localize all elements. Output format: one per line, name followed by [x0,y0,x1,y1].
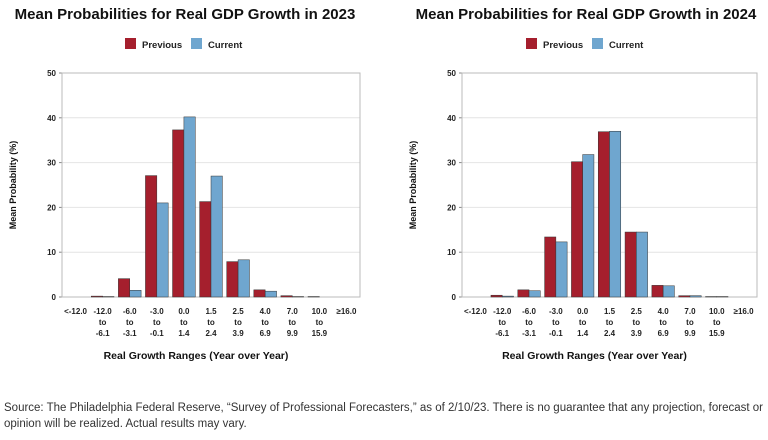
x-tick-label: 1.5 to 2.4 [205,307,217,338]
y-tick-label: 20 [47,203,56,212]
x-tick-label: 10.0 to 15.9 [709,307,725,338]
x-tick-label: ≥16.0 [336,307,357,316]
bar [210,175,223,298]
chart-title: Mean Probabilities for Real GDP Growth i… [416,6,757,23]
bar [129,290,142,298]
x-tick-label: 0.0 to 1.4 [577,307,589,338]
x-tick-label: -3.0 to -0.1 [549,307,563,338]
x-axis-label: Real Growth Ranges (Year over Year) [104,350,289,362]
bar [597,131,610,298]
bar [91,295,103,298]
bar [662,285,675,298]
x-tick-label: ≥16.0 [734,307,755,316]
chart-title: Mean Probabilities for Real GDP Growth i… [15,6,356,23]
y-axis-label: Mean Probability (%) [408,141,418,230]
x-tick-label: -6.0 to -3.1 [123,307,137,338]
bar [571,161,583,298]
bar [544,236,557,298]
source-note: Source: The Philadelphia Federal Reserve… [4,402,763,430]
bar [237,259,250,298]
bar [528,290,541,298]
legend-swatch [125,38,136,49]
x-tick-label: 10.0 to 15.9 [312,307,328,338]
x-tick-label: 2.5 to 3.9 [233,307,245,338]
y-tick-label: 40 [447,114,456,123]
bar [118,278,130,298]
bar [183,116,196,298]
legend-label: Previous [543,40,583,51]
bar [636,231,648,298]
x-tick-label: 0.0 to 1.4 [178,307,190,338]
charts: Mean Probabilities for Real GDP Growth i… [8,6,758,362]
x-tick-label: 1.5 to 2.4 [604,307,616,338]
legend-swatch [191,38,202,49]
y-tick-label: 10 [47,248,56,257]
bar [199,201,212,298]
y-tick-label: 10 [447,248,456,257]
x-tick-label: -6.0 to -3.1 [522,307,536,338]
x-tick-label: 7.0 to 9.9 [684,307,696,338]
legend-label: Current [609,40,644,51]
y-tick-label: 30 [47,159,56,168]
y-tick-label: 40 [47,114,56,123]
x-tick-label: <-12.0 [464,307,487,316]
x-tick-label: -12.0 to -6.1 [94,307,113,338]
x-tick-label: <-12.0 [64,307,87,316]
y-axis-label: Mean Probability (%) [8,141,18,230]
x-tick-label: 4.0 to 6.9 [658,307,670,338]
bar [264,290,277,298]
legend-swatch [592,38,603,49]
bar [226,261,239,298]
bar [678,295,691,298]
x-tick-label: 4.0 to 6.9 [260,307,272,338]
bar [145,175,158,298]
legend-label: Previous [142,40,182,51]
x-tick-label: 2.5 to 3.9 [631,307,643,338]
bar [280,295,293,298]
y-tick-label: 50 [447,69,456,78]
bar [555,241,568,298]
x-tick-label: 7.0 to 9.9 [287,307,299,338]
bar [624,231,637,298]
bar [172,129,185,298]
bar [517,289,530,298]
bar [490,294,503,298]
x-axis-label: Real Growth Ranges (Year over Year) [502,350,687,362]
y-tick-label: 50 [47,69,56,78]
y-tick-label: 0 [52,293,57,302]
bar [501,295,514,298]
bar [689,295,702,298]
bar [253,289,266,298]
y-tick-label: 30 [447,159,456,168]
bar [156,202,169,298]
legend-label: Current [208,40,243,51]
legend-swatch [526,38,537,49]
bar [609,130,622,298]
x-tick-label: -12.0 to -6.1 [493,307,512,338]
y-tick-label: 0 [452,293,457,302]
x-tick-label: -3.0 to -0.1 [150,307,164,338]
bar [651,285,664,298]
y-tick-label: 20 [447,203,456,212]
bar [582,154,595,298]
